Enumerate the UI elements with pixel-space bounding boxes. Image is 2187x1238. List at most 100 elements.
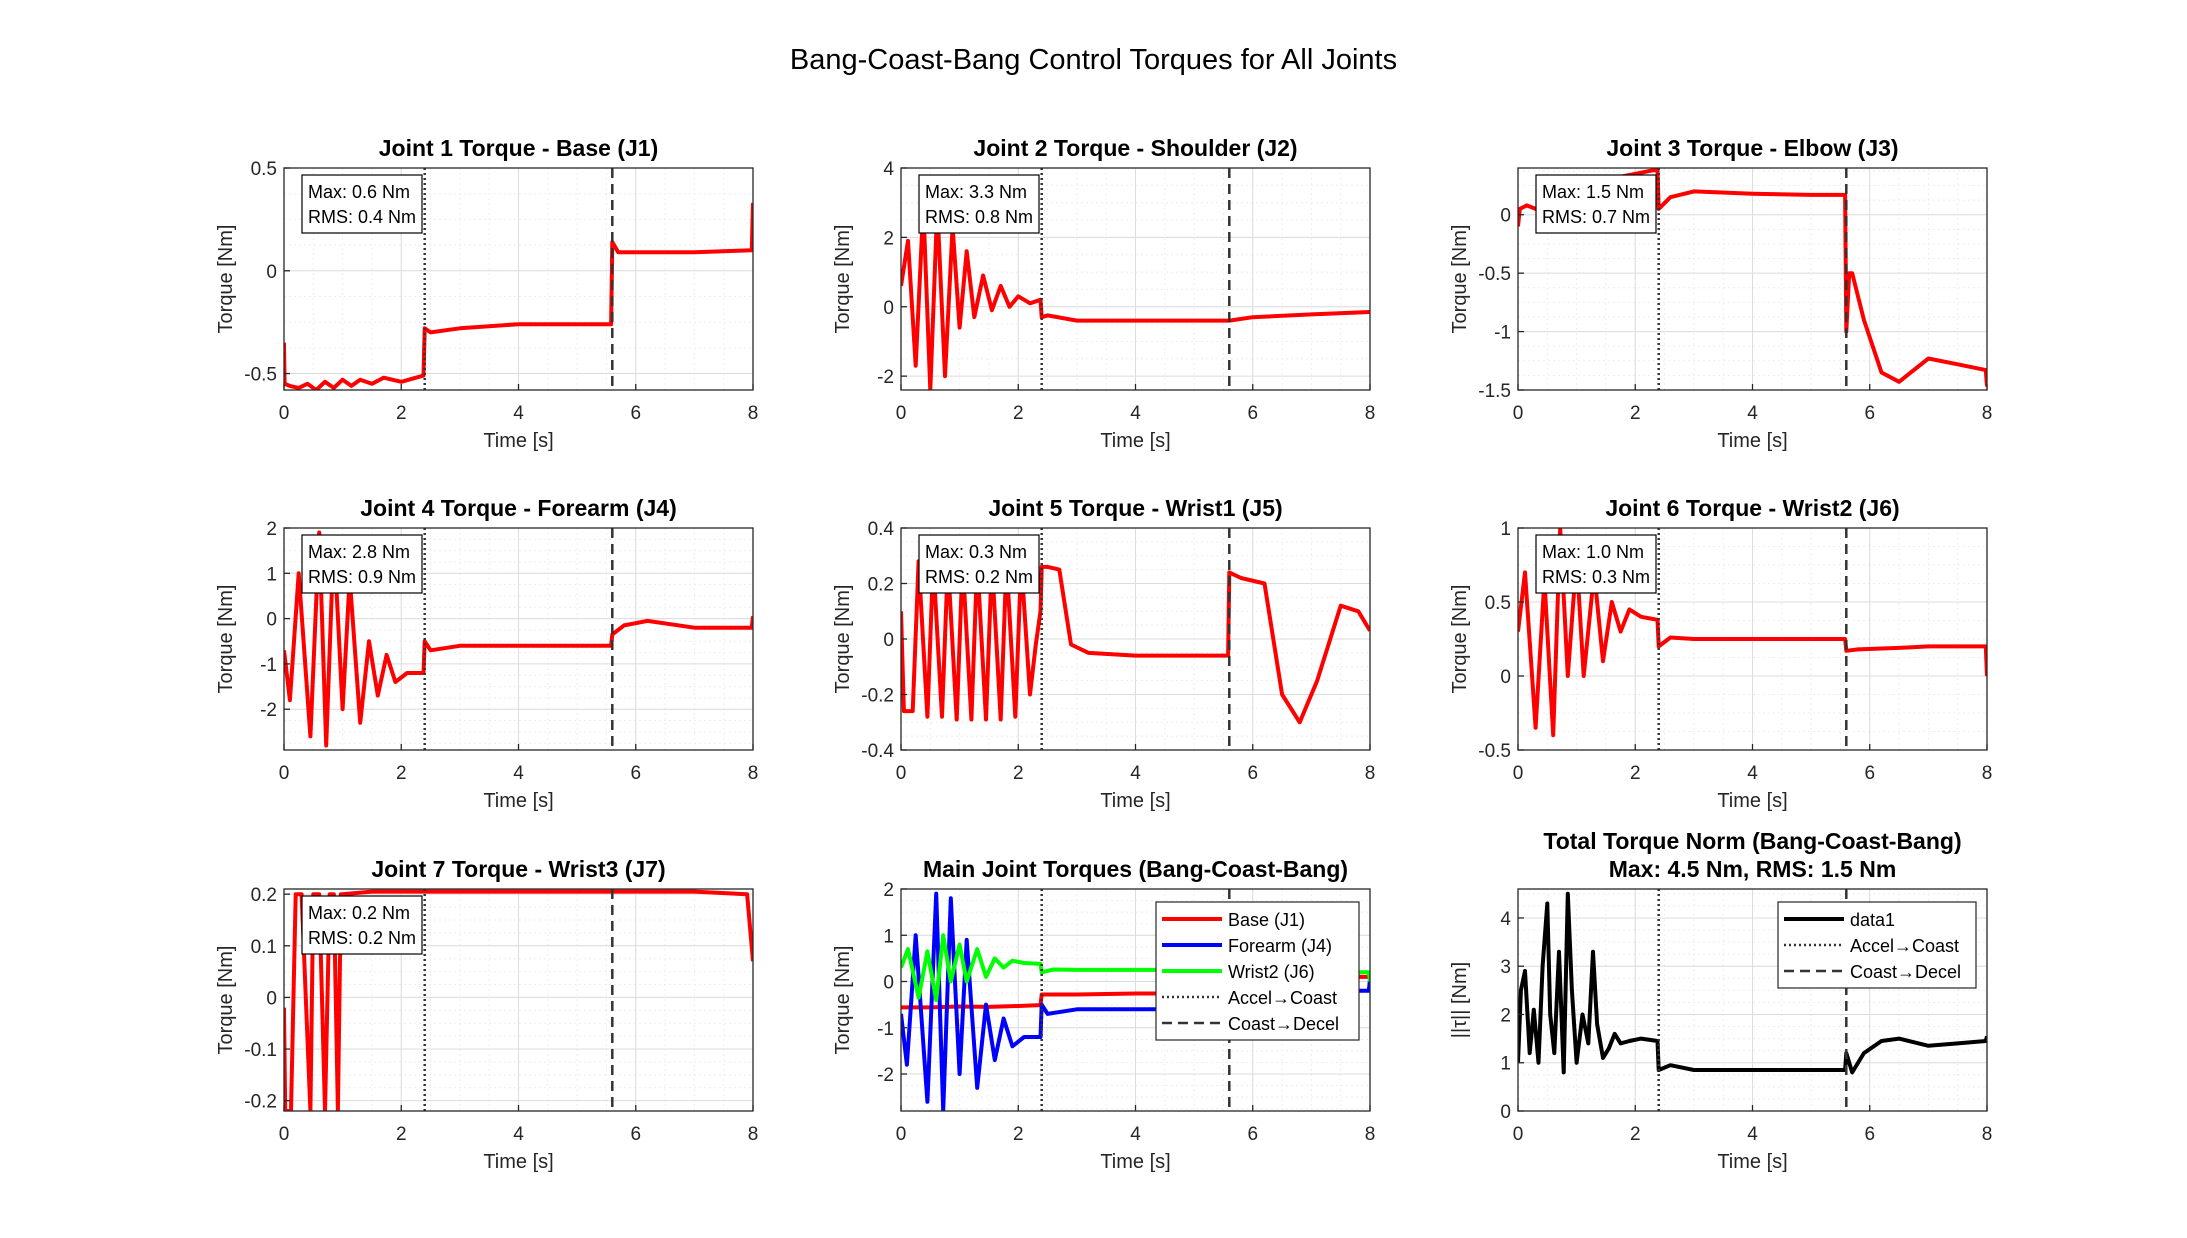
x-axis-label: Time [s]	[1717, 790, 1787, 812]
x-tick-label: 6	[630, 763, 641, 784]
y-tick-label: -2	[260, 700, 277, 721]
x-tick-label: 6	[630, 1124, 641, 1145]
y-tick-label: 2	[883, 880, 894, 901]
x-tick-label: 2	[396, 763, 407, 784]
subplot-5: 0 2 4 6 8 -0.4 -0.2 0 0.2 0.4 Time [s] Torque [Nm] J…	[832, 495, 1375, 812]
x-tick-label: 4	[1747, 403, 1758, 424]
stats-text: Max: 0.2 Nm	[308, 903, 410, 923]
y-tick-label: 0	[883, 298, 894, 319]
x-tick-label: 0	[279, 763, 290, 784]
x-tick-label: 4	[1130, 403, 1141, 424]
y-tick-label: -0.5	[244, 365, 277, 386]
x-axis-label: Time [s]	[1717, 1151, 1787, 1173]
stats-box	[918, 534, 1040, 594]
y-tick-label: -1	[260, 655, 277, 676]
stats-box	[1535, 174, 1657, 234]
subplot-9: 0 2 4 6 8 0 1 2 3 4 Time [s] ||τ|| [Nm] Total Torque…	[1449, 828, 1992, 1173]
y-tick-label: 0	[883, 630, 894, 651]
x-tick-label: 4	[1130, 1124, 1141, 1145]
y-tick-label: 0.4	[868, 519, 895, 540]
x-tick-label: 8	[1982, 1124, 1993, 1145]
legend-label: Coast→Decel	[1850, 962, 1961, 982]
x-tick-label: 6	[630, 403, 641, 424]
stats-text: Max: 1.5 Nm	[1542, 182, 1644, 202]
y-tick-label: 0.2	[868, 575, 894, 596]
subplot-3: 0 2 4 6 8 -1.5 -1 -0.5 0 Time [s] Torque [Nm] Joint…	[1449, 135, 1992, 452]
x-tick-label: 2	[1630, 403, 1641, 424]
stats-box	[301, 895, 423, 955]
figure-title: Bang-Coast-Bang Control Torques for All …	[789, 44, 1398, 76]
series-group	[284, 889, 753, 1111]
x-tick-label: 8	[1365, 1124, 1376, 1145]
stats-text: RMS: 0.3 Nm	[1542, 567, 1650, 587]
series-group	[1518, 528, 1987, 738]
subplot-title: Joint 7 Torque - Wrist3 (J7)	[371, 856, 665, 882]
y-tick-label: 0	[266, 610, 277, 631]
stats-text: Max: 0.6 Nm	[308, 182, 410, 202]
y-axis-label: Torque [Nm]	[215, 225, 237, 334]
series-group	[284, 530, 753, 748]
stats-box	[918, 174, 1040, 234]
stats-box	[301, 534, 423, 594]
subplot-title: Joint 2 Torque - Shoulder (J2)	[973, 135, 1297, 161]
y-axis-label: Torque [Nm]	[1449, 225, 1471, 334]
x-tick-label: 2	[1013, 1124, 1024, 1145]
y-tick-label: -0.5	[1478, 741, 1511, 762]
x-tick-label: 6	[1247, 1124, 1258, 1145]
stats-text: Max: 1.0 Nm	[1542, 542, 1644, 562]
x-tick-label: 0	[1513, 763, 1524, 784]
x-tick-label: 6	[1864, 1124, 1875, 1145]
legend-label: data1	[1850, 910, 1895, 930]
x-axis-label: Time [s]	[1100, 1151, 1170, 1173]
y-tick-label: -0.2	[861, 686, 894, 707]
x-tick-label: 6	[1247, 403, 1258, 424]
x-tick-label: 8	[1982, 763, 1993, 784]
y-tick-label: -0.1	[244, 1040, 277, 1061]
x-tick-label: 4	[1130, 763, 1141, 784]
y-axis-label: Torque [Nm]	[832, 585, 854, 694]
x-tick-label: 0	[896, 403, 907, 424]
stats-text: Max: 2.8 Nm	[308, 542, 410, 562]
y-tick-label: 0	[1500, 1102, 1511, 1123]
y-tick-label: 0	[883, 973, 894, 994]
legend-label: Wrist2 (J6)	[1228, 962, 1315, 982]
y-tick-label: 3	[1500, 957, 1511, 978]
x-tick-label: 8	[1365, 763, 1376, 784]
stats-box	[1535, 534, 1657, 594]
x-tick-label: 6	[1247, 763, 1258, 784]
x-tick-label: 2	[396, 1124, 407, 1145]
y-axis-label: ||τ|| [Nm]	[1449, 962, 1471, 1038]
x-tick-label: 2	[1013, 763, 1024, 784]
y-tick-label: 0	[1500, 667, 1511, 688]
y-tick-label: 4	[883, 159, 894, 180]
y-tick-label: 1	[883, 926, 894, 947]
series-line-1	[901, 204, 1370, 390]
x-tick-label: 4	[1747, 1124, 1758, 1145]
subplot-title: Joint 4 Torque - Forearm (J4)	[360, 495, 677, 521]
subplot-title: Joint 3 Torque - Elbow (J3)	[1606, 135, 1898, 161]
x-tick-label: 4	[513, 403, 524, 424]
y-axis-label: Torque [Nm]	[832, 946, 854, 1055]
x-axis-label: Time [s]	[1100, 430, 1170, 452]
stats-text: RMS: 0.7 Nm	[1542, 207, 1650, 227]
y-tick-label: -1	[877, 1019, 894, 1040]
x-axis-label: Time [s]	[1717, 430, 1787, 452]
series-line-1	[284, 202, 753, 390]
subplot-subtitle: Max: 4.5 Nm, RMS: 1.5 Nm	[1609, 856, 1897, 882]
y-tick-label: 0.5	[1485, 593, 1511, 614]
series-group	[901, 559, 1370, 725]
x-tick-label: 0	[896, 763, 907, 784]
x-tick-label: 8	[1982, 403, 1993, 424]
stats-text: RMS: 0.9 Nm	[308, 567, 416, 587]
stats-text: Max: 0.3 Nm	[925, 542, 1027, 562]
x-tick-label: 4	[1747, 763, 1758, 784]
legend-label: Base (J1)	[1228, 910, 1305, 930]
series-line-1	[1518, 891, 1987, 1075]
y-tick-label: 0.5	[251, 159, 277, 180]
y-tick-label: -2	[877, 367, 894, 388]
x-tick-label: 0	[279, 403, 290, 424]
